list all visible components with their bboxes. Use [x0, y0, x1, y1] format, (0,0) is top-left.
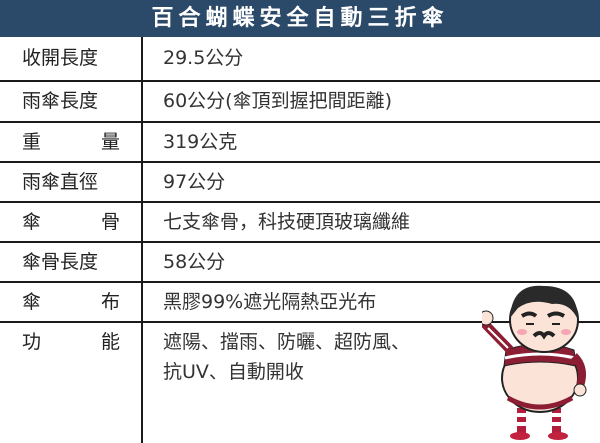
spec-row: 收開長度 29.5公分 [0, 37, 600, 82]
value-text: 29.5公分 [163, 47, 244, 69]
spec-value: 58公分 [163, 243, 225, 281]
label-text: 雨傘直徑 [22, 171, 99, 193]
value-text: 遮陽、擋雨、防曬、超防風、 [163, 331, 411, 353]
table-title: 百合蝴蝶安全自動三折傘 [0, 0, 600, 37]
value-text: 黑膠99%遮光隔熱亞光布 [163, 291, 377, 313]
spec-label: 收開長度 [22, 37, 120, 80]
label-text: 傘 [22, 291, 42, 313]
spec-label: 傘骨 [22, 203, 120, 241]
label-text: 傘骨長度 [22, 251, 99, 273]
spec-value: 七支傘骨，科技硬頂玻璃纖維 [163, 203, 410, 241]
spec-value: 29.5公分 [163, 37, 243, 80]
label-text: 布 [100, 291, 120, 313]
spec-row: 傘骨七支傘骨，科技硬頂玻璃纖維 [0, 203, 600, 243]
spec-row: 傘布黑膠99%遮光隔熱亞光布 [0, 283, 600, 323]
value-text: 60公分(傘頂到握把間距離) [163, 90, 393, 112]
value-text: 97公分 [163, 171, 226, 193]
value-text-line2: 抗UV、自動開收 [163, 361, 304, 383]
spec-value: 60公分(傘頂到握把間距離) [163, 82, 392, 121]
spec-label: 傘布 [22, 283, 120, 321]
spec-row: 功能遮陽、擋雨、防曬、超防風、 抗UV、自動開收 [0, 323, 600, 441]
spec-label: 雨傘直徑 [22, 163, 120, 201]
label-text: 功 [22, 331, 42, 353]
spec-value: 遮陽、擋雨、防曬、超防風、 抗UV、自動開收 [163, 327, 410, 387]
cartoon-man-illustration [482, 285, 587, 440]
label-text: 能 [100, 331, 120, 353]
label-text: 收開長度 [22, 47, 99, 69]
value-text: 七支傘骨，科技硬頂玻璃纖維 [163, 211, 411, 233]
value-text: 319公克 [163, 131, 238, 153]
spec-value: 319公克 [163, 123, 237, 161]
spec-row: 雨傘直徑 97公分 [0, 163, 600, 203]
spec-label: 重量 [22, 123, 120, 161]
label-text: 雨傘長度 [22, 90, 99, 112]
spec-row: 傘骨長度 58公分 [0, 243, 600, 283]
spec-row: 重量 319公克 [0, 123, 600, 163]
spec-value: 黑膠99%遮光隔熱亞光布 [163, 283, 376, 321]
spec-label: 功能 [22, 327, 120, 357]
label-text: 重 [22, 131, 42, 153]
label-text: 骨 [100, 211, 120, 233]
spec-row: 雨傘長度 60公分(傘頂到握把間距離) [0, 82, 600, 123]
spec-label: 傘骨長度 [22, 243, 120, 281]
value-text: 58公分 [163, 251, 226, 273]
label-text: 傘 [22, 211, 42, 233]
spec-label: 雨傘長度 [22, 82, 120, 121]
column-divider [141, 37, 143, 443]
spec-value: 97公分 [163, 163, 225, 201]
label-text: 量 [100, 131, 120, 153]
